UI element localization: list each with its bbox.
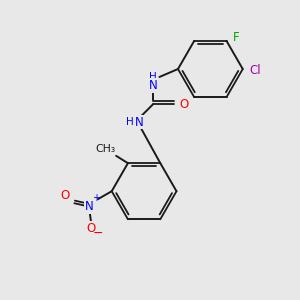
Text: H: H — [126, 117, 134, 127]
Text: O: O — [86, 222, 96, 235]
Text: CH₃: CH₃ — [96, 144, 116, 154]
Text: F: F — [233, 31, 239, 44]
Text: N: N — [148, 79, 157, 92]
Text: O: O — [179, 98, 188, 111]
Text: Cl: Cl — [249, 64, 261, 77]
Text: +: + — [92, 193, 100, 203]
Text: N: N — [135, 116, 144, 128]
Text: H: H — [149, 72, 157, 82]
Text: N: N — [85, 200, 94, 213]
Text: O: O — [60, 189, 70, 202]
Text: −: − — [92, 226, 103, 239]
